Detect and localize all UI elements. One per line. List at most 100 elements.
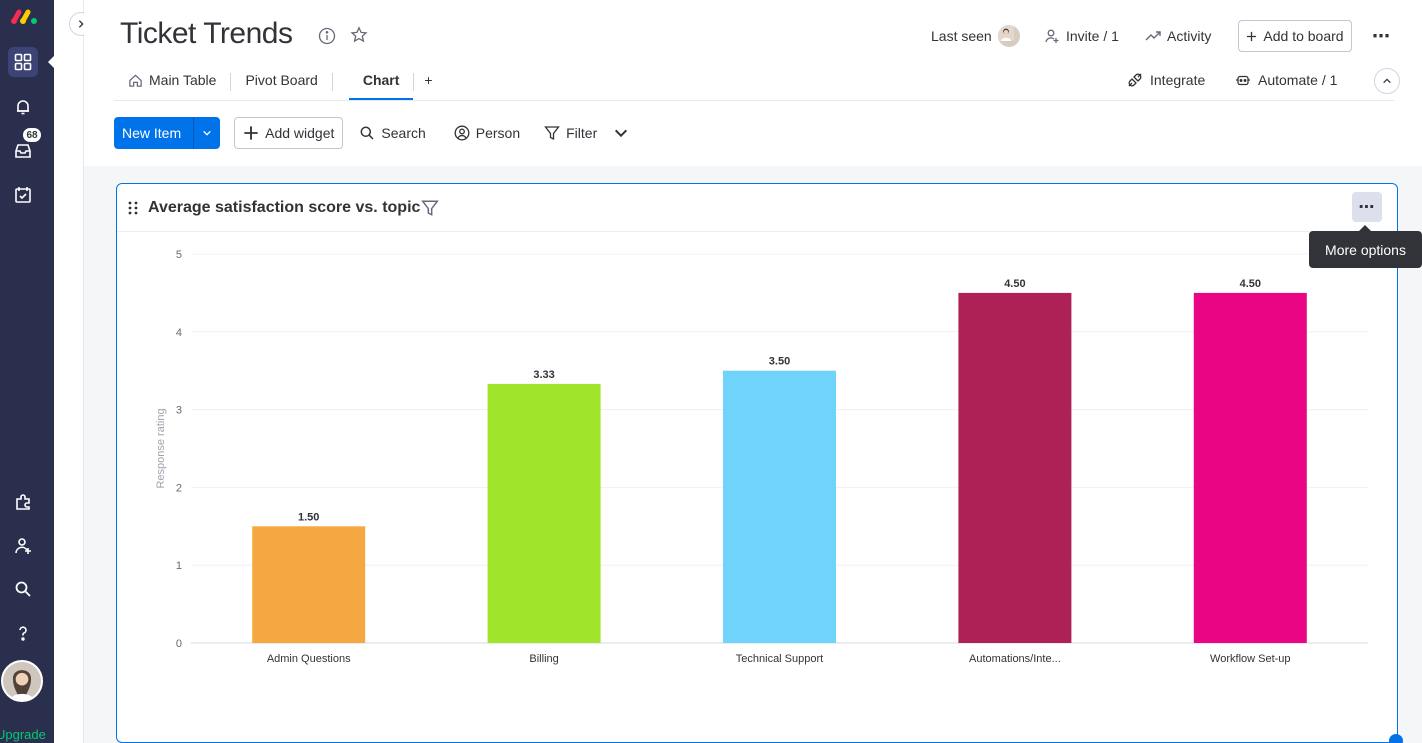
add-view-button[interactable]: +	[414, 64, 446, 100]
automate-button[interactable]: Automate / 1	[1235, 72, 1337, 88]
chevron-up-icon	[1383, 78, 1391, 84]
integrate-plug-icon	[1128, 73, 1142, 87]
bar-chart: 0 1 2 3 4 5 Response rating 1.50 Admin Questions…	[116, 234, 1398, 734]
new-item-button[interactable]: New Item	[114, 117, 221, 149]
active-notch	[48, 56, 54, 68]
search-button[interactable]: Search	[351, 117, 433, 149]
filter-icon[interactable]	[421, 199, 439, 217]
y-tick-label: 3	[176, 405, 182, 417]
search-icon	[360, 126, 374, 140]
bar	[487, 383, 601, 643]
x-tick-label: Billing	[529, 653, 558, 665]
y-tick-label: 0	[176, 638, 182, 650]
tab-divider	[331, 73, 333, 91]
new-item-dropdown[interactable]	[194, 117, 220, 149]
y-axis-title: Response rating	[155, 408, 167, 488]
trend-icon	[1145, 31, 1161, 41]
new-item-label: New Item	[114, 117, 195, 149]
filter-icon	[544, 126, 560, 141]
home-icon	[129, 74, 142, 87]
filter-label: Filter	[566, 125, 598, 141]
tabs-divider-line	[114, 100, 1394, 101]
bar	[723, 370, 836, 643]
y-tick-label: 5	[176, 249, 182, 261]
tab-chart-label: Chart	[362, 72, 400, 88]
integrate-button[interactable]: Integrate	[1127, 72, 1205, 88]
tab-divider	[230, 73, 232, 91]
chevron-right-icon	[78, 20, 84, 28]
apps-puzzle-icon[interactable]	[8, 487, 38, 517]
bell-icon[interactable]	[8, 92, 38, 122]
board-menu-icon[interactable]: ⋯	[1372, 26, 1391, 46]
search-icon[interactable]	[8, 574, 38, 604]
help-icon[interactable]	[8, 618, 38, 648]
search-label: Search	[381, 125, 426, 141]
board-title[interactable]: Ticket Trends	[120, 17, 293, 50]
view-tabs: Main Table Pivot Board Chart +	[114, 64, 447, 101]
board-toolbar: New Item Add widget Search Person Filter	[114, 117, 637, 149]
bar-chart-svg: 0 1 2 3 4 5 Response rating 1.50 Admin Questions…	[155, 249, 1368, 665]
more-options-button[interactable]: ⋯	[1352, 192, 1382, 222]
chevron-down-icon	[203, 130, 211, 136]
x-tick-label: Automations/Inte...	[969, 653, 1061, 665]
bar-value-label: 3.50	[769, 356, 790, 368]
monday-logo[interactable]	[6, 6, 40, 28]
plus-icon	[1247, 31, 1257, 41]
widget-title[interactable]: Average satisfaction score vs. topic	[148, 199, 421, 216]
last-seen[interactable]: Last seen	[931, 25, 1020, 47]
bar-value-label: 4.50	[1240, 278, 1261, 290]
filter-button[interactable]: Filter	[536, 117, 637, 149]
person-filter-button[interactable]: Person	[446, 117, 528, 149]
bar	[958, 292, 1072, 643]
activity-label: Activity	[1167, 28, 1212, 44]
person-circle-icon	[454, 125, 470, 141]
add-view-label: +	[424, 72, 433, 88]
person-label: Person	[475, 125, 521, 141]
add-widget-label: Add widget	[265, 125, 335, 141]
more-options-tooltip: More options	[1309, 225, 1422, 268]
x-tick-label: Workflow Set-up	[1210, 653, 1291, 665]
plus-icon	[244, 126, 258, 140]
star-icon[interactable]	[350, 26, 368, 44]
my-work-icon[interactable]	[8, 180, 38, 210]
inbox-icon[interactable]	[8, 136, 38, 166]
last-seen-avatar	[997, 25, 1020, 47]
last-seen-label: Last seen	[931, 28, 992, 44]
integrate-label: Integrate	[1150, 72, 1206, 88]
bar	[252, 526, 366, 643]
y-tick-label: 4	[176, 327, 182, 339]
resize-handle[interactable]	[1389, 734, 1403, 743]
activity-button[interactable]: Activity	[1145, 26, 1211, 46]
tab-divider	[413, 73, 415, 91]
y-tick-label: 2	[176, 482, 182, 494]
invite-button[interactable]: Invite / 1	[1044, 26, 1119, 46]
y-tick-label: 1	[176, 560, 182, 572]
tab-main-table[interactable]: Main Table	[114, 64, 230, 100]
user-avatar[interactable]	[1, 660, 43, 702]
upgrade-link[interactable]: Upgrade	[0, 727, 46, 742]
drag-handle-icon[interactable]	[128, 201, 138, 215]
notifications-badge: 68	[22, 127, 42, 143]
workspace-grid-icon[interactable]	[8, 47, 38, 77]
x-tick-label: Technical Support	[736, 653, 823, 665]
collapse-header-button[interactable]	[1374, 68, 1400, 94]
workspace-panel-collapsed	[54, 0, 84, 743]
add-widget-button[interactable]: Add widget	[234, 117, 344, 149]
add-to-board-label: Add to board	[1263, 28, 1344, 44]
chevron-down-icon	[615, 129, 628, 138]
tab-pivot-board[interactable]: Pivot Board	[231, 64, 331, 100]
invite-member-icon[interactable]	[8, 531, 38, 561]
left-sidebar: 68 Upgrade	[0, 0, 54, 743]
x-tick-label: Admin Questions	[267, 653, 351, 665]
bar-value-label: 1.50	[298, 511, 319, 523]
tab-chart[interactable]: Chart	[348, 64, 414, 100]
info-icon[interactable]	[318, 27, 336, 45]
bar-value-label: 4.50	[1004, 278, 1025, 290]
board-header: Ticket Trends Last seen Invite / 1 Activ…	[84, 0, 1422, 166]
person-add-icon	[1045, 29, 1059, 43]
add-to-board-button[interactable]: Add to board	[1238, 20, 1352, 52]
tab-pivot-board-label: Pivot Board	[245, 72, 318, 88]
invite-label: Invite / 1	[1066, 28, 1119, 44]
bar-value-label: 3.33	[533, 369, 554, 381]
robot-icon	[1236, 75, 1250, 86]
